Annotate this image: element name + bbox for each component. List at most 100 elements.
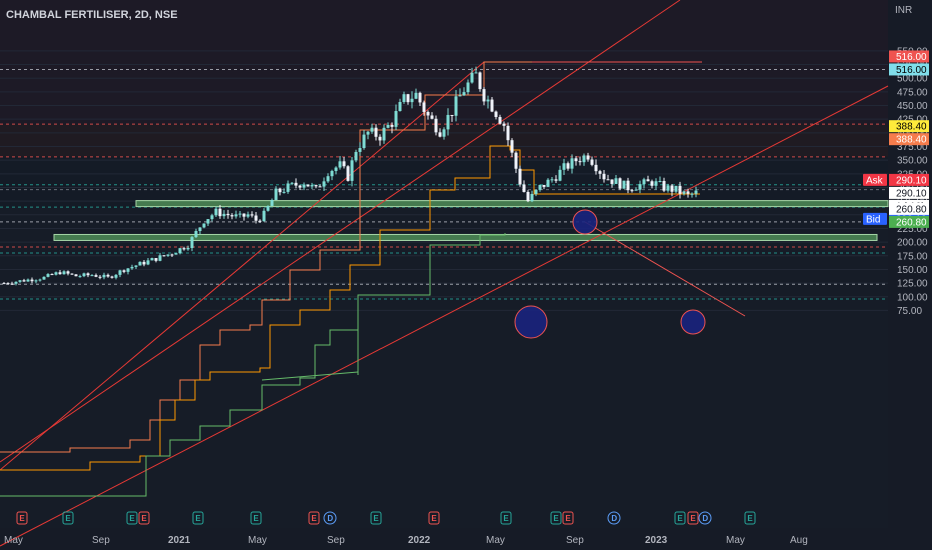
event-marker-letter: E <box>503 514 509 523</box>
candle-body <box>446 114 450 130</box>
candle-body <box>470 72 474 83</box>
candle-body <box>90 275 94 277</box>
x-tick-label: 2022 <box>408 535 431 546</box>
candle-body <box>386 124 390 128</box>
event-marker-letter: E <box>677 514 683 523</box>
candle-body <box>62 271 66 275</box>
price-tag-value: 516.00 <box>896 65 927 76</box>
candle-body <box>22 280 26 282</box>
candle-body <box>430 115 434 119</box>
price-tag-value: 290.10 <box>896 175 927 186</box>
y-tick-label: 175.00 <box>897 251 928 262</box>
price-tag-value: 388.40 <box>896 122 927 133</box>
candle-body <box>234 214 238 217</box>
candle-body <box>114 274 118 278</box>
currency-label: INR <box>895 5 913 16</box>
candle-body <box>622 180 626 189</box>
candle-body <box>630 190 634 192</box>
candle-body <box>530 193 534 202</box>
candle-body <box>638 184 642 190</box>
earnings-event-marker[interactable] <box>126 511 138 525</box>
candle-body <box>66 271 70 274</box>
candle-body <box>510 140 514 153</box>
candle-body <box>558 169 562 181</box>
candle-body <box>314 185 318 187</box>
candle-body <box>298 185 302 188</box>
y-tick-label: 450.00 <box>897 101 928 112</box>
earnings-event-marker[interactable] <box>687 511 699 525</box>
earnings-event-marker[interactable] <box>308 511 320 525</box>
candle-body <box>426 111 430 116</box>
candle-body <box>150 258 154 261</box>
dividend-event-marker[interactable] <box>323 511 337 525</box>
candle-body <box>582 155 586 163</box>
y-tick-label: 225.00 <box>897 224 928 235</box>
candle-body <box>310 185 314 187</box>
candle-body <box>534 189 538 194</box>
earnings-event-marker[interactable] <box>550 511 562 525</box>
candle-body <box>618 178 622 189</box>
candle-body <box>398 102 402 112</box>
x-tick-label: May <box>4 535 23 546</box>
candle-body <box>466 82 470 93</box>
earnings-event-marker[interactable] <box>370 511 382 525</box>
candle-body <box>214 208 218 216</box>
y-tick-label: 375.00 <box>897 142 928 153</box>
earnings-event-marker[interactable] <box>192 511 204 525</box>
event-marker-letter: E <box>253 514 259 523</box>
earnings-event-marker[interactable] <box>744 511 756 525</box>
earnings-event-marker[interactable] <box>500 511 512 525</box>
candle-body <box>170 254 174 256</box>
candle-body <box>402 94 406 103</box>
candle-body <box>262 210 266 222</box>
candle-body <box>130 266 134 269</box>
candle-body <box>10 283 14 285</box>
candle-body <box>126 268 130 272</box>
candle-body <box>354 151 358 161</box>
candle-body <box>250 214 254 216</box>
candle-body <box>290 182 294 184</box>
earnings-event-marker[interactable] <box>428 511 440 525</box>
price-tag-label: Bid <box>866 214 880 225</box>
earnings-event-marker[interactable] <box>562 511 574 525</box>
candle-body <box>270 199 274 206</box>
candle-body <box>18 280 22 282</box>
earnings-event-marker[interactable] <box>674 511 686 525</box>
price-tag-value: 516.00 <box>896 52 927 63</box>
candle-body <box>102 274 106 278</box>
x-tick-label: Aug <box>790 535 808 546</box>
candle-body <box>390 124 394 127</box>
candle-body <box>186 247 190 250</box>
candle-body <box>574 158 578 162</box>
dividend-event-marker[interactable] <box>698 511 712 525</box>
price-tag-value: 260.80 <box>896 217 927 228</box>
candle-body <box>82 273 86 277</box>
earnings-event-marker[interactable] <box>138 511 150 525</box>
candle-body <box>690 193 694 195</box>
candle-body <box>218 208 222 217</box>
earnings-event-marker[interactable] <box>16 511 28 525</box>
price-tag-bg <box>889 186 929 199</box>
candle-body <box>246 214 250 217</box>
dividend-event-marker[interactable] <box>607 511 621 525</box>
channel-line-lower <box>0 85 889 547</box>
x-tick-label: May <box>726 535 745 546</box>
candle-body <box>598 171 602 174</box>
candle-body <box>494 111 498 118</box>
x-tick-label: May <box>248 535 267 546</box>
candle-body <box>658 181 662 183</box>
candle-body <box>422 102 426 112</box>
price-tag-bg <box>889 215 929 228</box>
earnings-event-marker[interactable] <box>250 511 262 525</box>
candle-body <box>178 248 182 254</box>
x-tick-label: 2021 <box>168 535 191 546</box>
candle-body <box>14 281 18 284</box>
candle-body <box>98 276 102 278</box>
candle-body <box>174 253 178 255</box>
candle-body <box>110 276 114 278</box>
earnings-event-marker[interactable] <box>62 511 74 525</box>
candle-body <box>694 190 698 194</box>
step-line-lower <box>0 233 506 497</box>
price-tag-label-bg <box>863 173 887 186</box>
